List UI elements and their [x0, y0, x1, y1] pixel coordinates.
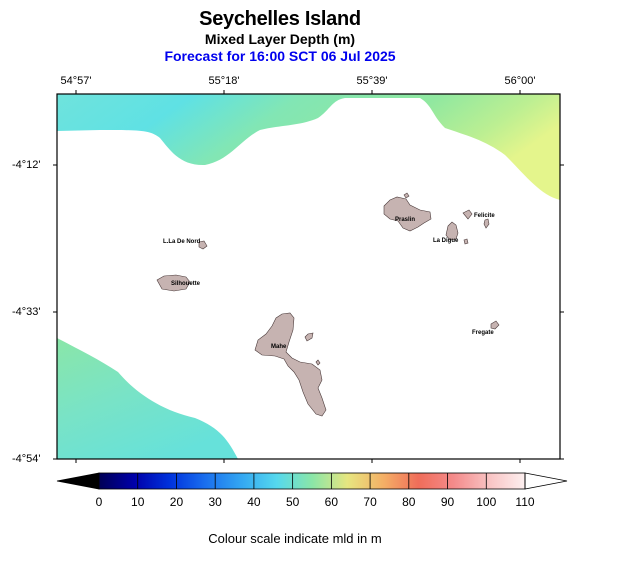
island-mahe [254, 312, 327, 417]
lon-label-4: 56°00' [504, 75, 536, 87]
label-felicite: Felicite [474, 213, 495, 219]
place-labels: L.La De Nord Silhouette Praslin Felicite… [163, 213, 495, 350]
island-felicite [462, 209, 473, 220]
lon-label-1: 54°57' [60, 75, 92, 87]
colorbar-tick-marks [98, 473, 526, 489]
colorbar-tick-label: 20 [169, 495, 184, 509]
mld-field-southwest [57, 338, 238, 459]
forecast-time: Forecast for 16:00 SCT 06 Jul 2025 [164, 48, 396, 64]
islet-3 [403, 192, 410, 199]
colorbar-tick-label: 10 [131, 495, 145, 509]
label-la-digue: La Digue [433, 238, 459, 244]
colorbar-tick-label: 110 [515, 495, 535, 509]
colorbar-tick-label: 30 [208, 495, 222, 509]
colorbar-tick-label: 0 [95, 495, 103, 509]
map-title: Seychelles Island [199, 8, 361, 30]
colorbar-min-arrow [56, 472, 100, 490]
colorbar-tick-label: 100 [476, 495, 497, 509]
island-la-digue [445, 221, 459, 241]
lon-label-3: 55°39' [356, 75, 388, 87]
label-mahe: Mahe [271, 344, 287, 350]
islet-2 [315, 359, 321, 366]
axis-ticks [53, 90, 564, 463]
colorbar-caption: Colour scale indicate mld in m [208, 531, 382, 546]
colorbar-tick-label: 70 [363, 495, 377, 509]
colorbar-max-arrow [524, 472, 568, 490]
lat-label-2: -4°33' [12, 306, 41, 318]
island-nord [198, 240, 208, 250]
colorbar-tick-label: 80 [402, 495, 416, 509]
label-silhouette: Silhouette [171, 281, 201, 287]
map-frame [56, 93, 561, 460]
colorbar-gradient [99, 473, 525, 489]
label-l-la-de-nord: L.La De Nord [163, 239, 201, 245]
islet-4 [463, 238, 469, 245]
island-silhouette [156, 274, 191, 292]
colorbar-tick-label: 50 [285, 495, 300, 509]
colorbar-tick-label: 60 [324, 495, 339, 509]
land-masses [156, 192, 500, 417]
island-praslin [383, 196, 432, 232]
colorbar-tick-label: 40 [247, 495, 261, 509]
lon-label-2: 55°18' [208, 75, 240, 87]
lat-label-3: -4°54' [12, 453, 41, 465]
label-fregate: Fregate [472, 330, 494, 336]
colorbar-cells [99, 473, 525, 489]
mld-field-north [57, 94, 560, 200]
island-coco [483, 218, 490, 229]
label-praslin: Praslin [395, 217, 415, 223]
islet-1 [304, 332, 314, 342]
colorbar-tick-label: 90 [440, 495, 455, 509]
lat-label-1: -4°12' [12, 159, 41, 171]
island-fregate [490, 320, 500, 330]
map-subtitle: Mixed Layer Depth (m) [204, 31, 356, 47]
